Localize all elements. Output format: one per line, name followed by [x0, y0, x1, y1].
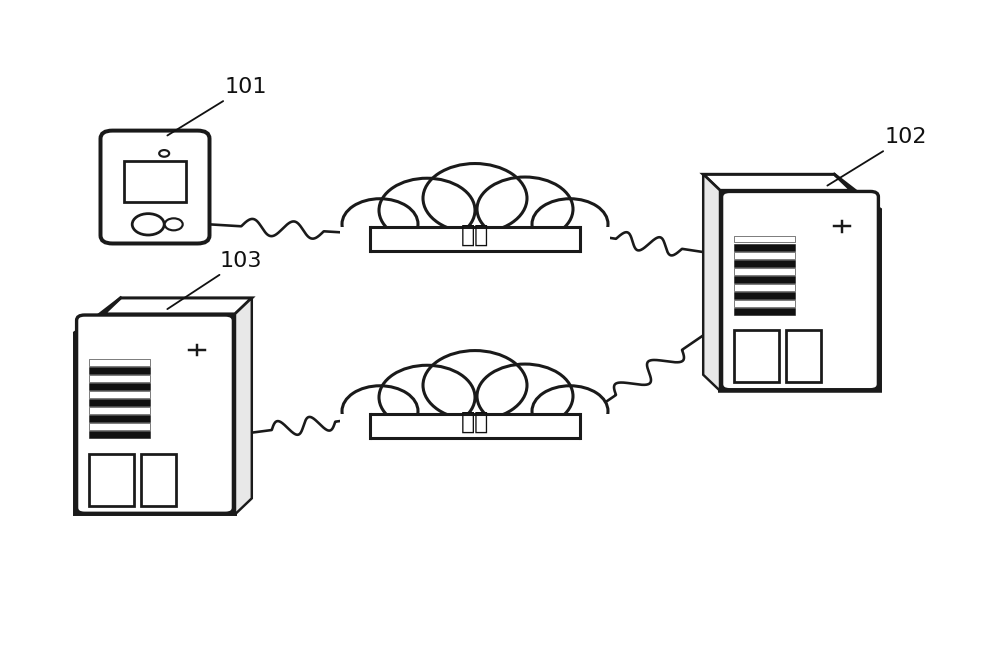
Bar	[734, 268, 795, 275]
Bar	[340, 414, 610, 458]
Text: 101: 101	[167, 77, 268, 136]
Circle shape	[423, 351, 527, 420]
Circle shape	[159, 150, 169, 157]
Bar	[89, 432, 150, 438]
Circle shape	[379, 178, 475, 242]
Bar	[355, 220, 595, 254]
Circle shape	[423, 164, 527, 233]
Bar	[340, 227, 610, 271]
Polygon shape	[235, 298, 252, 514]
Bar	[141, 454, 176, 506]
FancyBboxPatch shape	[100, 131, 210, 244]
Bar	[89, 399, 150, 406]
Polygon shape	[104, 298, 252, 314]
Bar	[89, 367, 150, 374]
Bar	[89, 454, 134, 506]
Bar	[734, 244, 795, 250]
Circle shape	[165, 218, 183, 230]
Circle shape	[532, 199, 608, 250]
Bar	[734, 308, 795, 315]
Circle shape	[342, 385, 418, 437]
Bar	[734, 292, 795, 299]
Bar	[734, 330, 779, 382]
Bar	[89, 391, 150, 398]
Circle shape	[477, 177, 573, 241]
Circle shape	[477, 364, 573, 428]
Bar	[124, 162, 186, 202]
Bar	[734, 260, 795, 267]
Text: 网络: 网络	[461, 223, 489, 247]
Bar	[734, 252, 795, 259]
Circle shape	[342, 199, 418, 250]
FancyBboxPatch shape	[77, 315, 233, 513]
Circle shape	[379, 365, 475, 430]
Bar	[734, 284, 795, 291]
Polygon shape	[75, 314, 235, 514]
Bar	[89, 424, 150, 430]
Bar	[89, 383, 150, 390]
Circle shape	[532, 385, 608, 437]
Text: 103: 103	[167, 250, 262, 309]
Circle shape	[132, 214, 164, 235]
Bar	[355, 407, 595, 441]
Bar	[734, 236, 795, 242]
Polygon shape	[703, 174, 851, 190]
Bar	[89, 375, 150, 382]
Polygon shape	[720, 190, 880, 391]
Text: 网络: 网络	[461, 410, 489, 434]
Bar	[89, 407, 150, 414]
Bar	[734, 300, 795, 307]
Text: 102: 102	[827, 127, 928, 186]
Bar	[786, 330, 821, 382]
Bar	[89, 415, 150, 422]
Bar	[89, 359, 150, 366]
FancyBboxPatch shape	[722, 192, 878, 389]
Polygon shape	[703, 174, 720, 391]
Bar	[734, 276, 795, 283]
